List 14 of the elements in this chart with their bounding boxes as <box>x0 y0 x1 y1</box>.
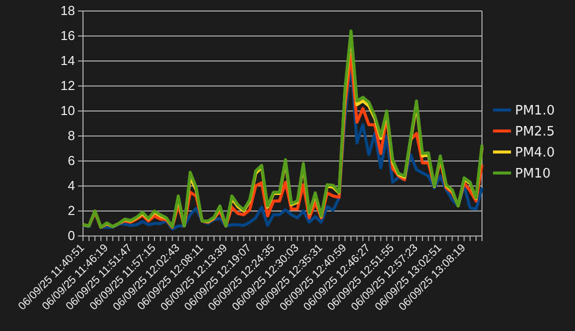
legend-label: PM10 <box>515 166 551 182</box>
y-tick-label: 12 <box>60 78 75 94</box>
y-tick-label: 4 <box>68 178 75 194</box>
y-tick-label: 6 <box>68 153 75 168</box>
y-tick-label: 18 <box>60 3 75 18</box>
y-tick-label: 14 <box>60 53 75 68</box>
y-tick-label: 2 <box>68 203 75 218</box>
y-tick-label: 0 <box>68 228 75 244</box>
legend-label: PM2.5 <box>515 124 555 140</box>
legend-label: PM1.0 <box>515 104 555 118</box>
y-tick-label: 8 <box>68 128 75 144</box>
y-tick-label: 16 <box>60 28 75 44</box>
y-tick-label: 10 <box>60 103 75 118</box>
legend-label: PM4.0 <box>515 146 555 160</box>
